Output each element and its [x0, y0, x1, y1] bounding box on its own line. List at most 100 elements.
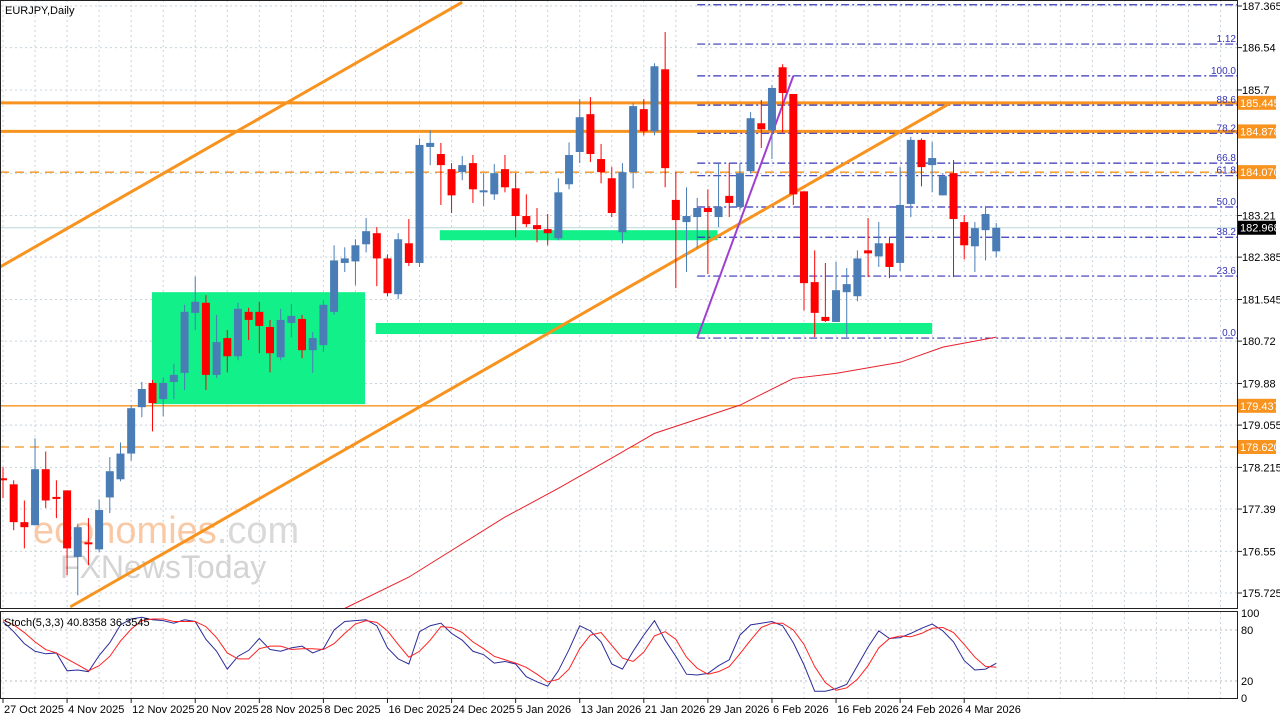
watermark-logo: economies.com FXNewsToday: [33, 510, 299, 585]
stoch-k-line: [2, 616, 997, 692]
candle-bearish: [639, 99, 648, 136]
candle-bullish: [212, 314, 221, 378]
candle-body: [543, 229, 552, 234]
candle-body: [255, 311, 264, 326]
candle-body: [842, 284, 851, 293]
candle-body: [810, 282, 819, 313]
candle-body: [0, 478, 7, 481]
time-axis: 27 Oct 2025 4 Nov 2025 12 Nov 2025 20 Nov 2…: [2, 699, 1021, 716]
fib-level-label: 66.8: [1217, 153, 1237, 164]
candle-body: [73, 527, 82, 557]
candle-body: [575, 117, 584, 152]
candle-bearish: [800, 191, 808, 311]
candle-bearish: [372, 227, 381, 287]
candle-bearish: [661, 31, 670, 188]
price-tick-label: 186.54: [1242, 43, 1276, 55]
candle-bearish: [20, 500, 29, 549]
candle-body: [896, 204, 905, 263]
candle-body: [9, 484, 18, 523]
time-tick-label: 20 Nov 2025: [196, 704, 258, 716]
candle-body: [938, 176, 947, 196]
candle-body: [266, 326, 274, 354]
candle-body: [201, 302, 210, 375]
candle-bullish: [714, 163, 723, 228]
candle-bearish: [84, 518, 93, 566]
fib-level-label: 50.0: [1217, 197, 1237, 208]
candle-bearish: [148, 379, 157, 432]
candle-body: [597, 159, 606, 173]
candle-body: [511, 188, 520, 217]
price-tick-label: 176.55: [1242, 546, 1276, 558]
candle-body: [586, 114, 595, 155]
candle-body: [874, 243, 883, 257]
candle-body: [682, 216, 691, 223]
candle-body: [789, 94, 798, 195]
candle-body: [554, 192, 563, 239]
candle-body: [148, 382, 157, 404]
price-tag: [1238, 124, 1276, 139]
candle-body: [447, 169, 456, 196]
moving-average: [344, 336, 997, 609]
candle-bullish: [351, 239, 360, 286]
candle-bullish: [159, 377, 168, 417]
candle-body: [885, 243, 894, 267]
candle-bullish: [896, 167, 905, 272]
candle-bullish: [105, 457, 114, 514]
candle-bullish: [928, 141, 937, 193]
candle-bullish: [874, 222, 883, 267]
candle-body: [703, 207, 712, 213]
candle-bearish: [864, 218, 873, 278]
candle-body: [864, 250, 873, 254]
price-tick-label: 177.39: [1242, 504, 1276, 516]
candle-bullish: [137, 381, 146, 418]
candle-bearish: [533, 207, 541, 243]
candle-body: [725, 195, 734, 203]
price-axis: 187.365186.54185.7183.21182.385181.54518…: [1238, 1, 1280, 600]
candle-body: [639, 109, 648, 132]
candle-bearish: [757, 100, 766, 148]
channel-trendline: [0, 0, 463, 269]
candle-body: [95, 510, 104, 550]
candle-bullish: [832, 261, 841, 322]
candle-bearish: [383, 254, 392, 297]
candle-body: [52, 496, 61, 499]
fib-level-label: 38.2: [1217, 227, 1237, 238]
candle-bearish: [810, 250, 819, 338]
candle-body: [533, 225, 541, 230]
candle-bullish: [394, 233, 403, 300]
candle-bearish: [885, 237, 894, 279]
price-tick-label: 185.7: [1242, 85, 1270, 97]
trendlines[interactable]: [0, 0, 952, 609]
candle-bullish: [340, 247, 349, 273]
candle-body: [298, 318, 307, 351]
stoch-d-line: [2, 618, 997, 691]
candle-bearish: [522, 194, 531, 228]
candle-body: [767, 87, 776, 131]
support-zone: [375, 322, 933, 335]
candle-body: [415, 144, 424, 263]
candle-body: [661, 69, 670, 169]
price-tick-label: 183.21: [1242, 211, 1276, 223]
candle-bearish: [447, 163, 456, 214]
fib-level-label: 78.2: [1217, 123, 1237, 134]
candles: [0, 31, 1001, 596]
stochastic-panel: 100 80 20 0: [0, 608, 1259, 705]
candle-body: [490, 173, 499, 195]
candle-bearish: [63, 490, 72, 576]
candle-bearish: [789, 94, 798, 205]
candle-bullish: [116, 442, 125, 482]
candle-body: [618, 172, 627, 233]
price-tag-label: 179.437: [1240, 401, 1280, 413]
candle-bearish: [511, 173, 520, 238]
candle-body: [436, 154, 445, 166]
candle-body: [746, 118, 755, 172]
fibonacci[interactable]: 1.12 100.0 88.6 78.2 66.8 61.8 50.0 38.2 23.6 0.0: [697, 4, 1238, 339]
candle-bullish: [31, 438, 40, 526]
candle-body: [169, 374, 178, 382]
panel-frames: [0, 0, 1238, 699]
candle-body: [693, 207, 702, 218]
candle-body: [970, 228, 979, 247]
candle-body: [20, 522, 29, 528]
fib-anchor-line: [696, 75, 795, 339]
candle-bullish: [842, 267, 851, 338]
